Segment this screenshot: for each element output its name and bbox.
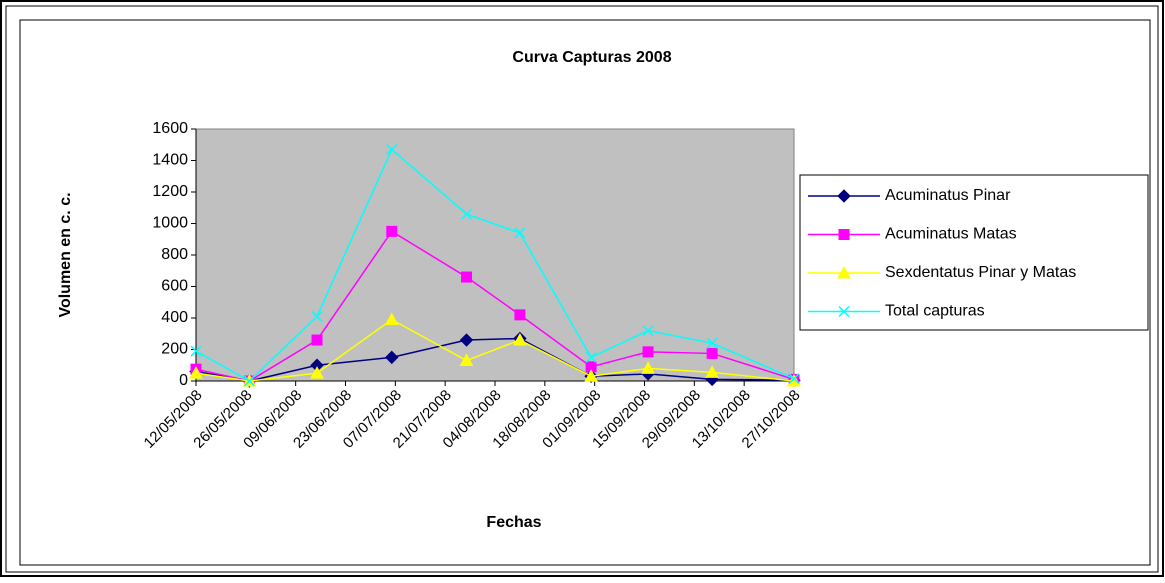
marker <box>585 351 597 363</box>
marker <box>787 373 801 387</box>
marker <box>189 366 203 379</box>
series-line <box>195 230 795 382</box>
chart-title: Curva Capturas 2008 <box>512 49 671 66</box>
outer-frame-inner <box>5 5 1159 573</box>
marker <box>459 333 474 347</box>
marker <box>461 271 473 283</box>
marker <box>311 334 323 346</box>
plot-area <box>195 128 795 382</box>
marker <box>514 309 526 321</box>
y-tick-label: 200 <box>161 341 188 358</box>
marker <box>838 305 850 318</box>
marker <box>311 310 323 322</box>
legend-label: Sexdentatus Pinar y Matas <box>885 264 1076 281</box>
chart-area <box>19 19 1151 566</box>
marker <box>642 346 654 358</box>
y-tick-label: 1400 <box>152 152 188 169</box>
y-tick-label: 600 <box>161 278 188 295</box>
series-line <box>195 337 795 382</box>
marker <box>641 361 655 374</box>
marker <box>837 189 851 203</box>
marker <box>459 353 474 367</box>
y-tick-label: 1200 <box>152 183 188 200</box>
marker <box>706 337 718 349</box>
marker <box>706 347 718 359</box>
marker <box>837 265 851 279</box>
marker <box>705 365 719 378</box>
marker <box>838 229 850 240</box>
legend-label: Total capturas <box>885 303 985 320</box>
y-tick-label: 800 <box>161 246 188 263</box>
y-tick-label: 400 <box>161 309 188 326</box>
y-axis-label: Volumen en c. c. <box>57 192 74 317</box>
marker <box>385 350 399 365</box>
marker <box>310 366 324 379</box>
y-tick-label: 1000 <box>152 215 188 232</box>
legend-label: Acuminatus Pinar <box>885 187 1011 204</box>
marker <box>190 345 202 357</box>
series-line <box>195 318 795 382</box>
marker <box>386 225 398 237</box>
marker <box>384 312 399 326</box>
y-tick-label: 1600 <box>152 120 188 137</box>
marker <box>386 143 398 156</box>
marker <box>514 227 526 239</box>
marker <box>460 208 473 220</box>
marker <box>642 325 654 337</box>
x-axis-label: Fechas <box>486 514 541 531</box>
legend-label: Acuminatus Matas <box>885 226 1017 243</box>
series-line <box>195 148 795 382</box>
marker <box>788 373 800 385</box>
marker <box>584 369 598 382</box>
y-tick-label: 0 <box>179 372 188 389</box>
marker <box>243 375 255 387</box>
marker <box>513 333 527 346</box>
legend <box>799 174 1149 331</box>
